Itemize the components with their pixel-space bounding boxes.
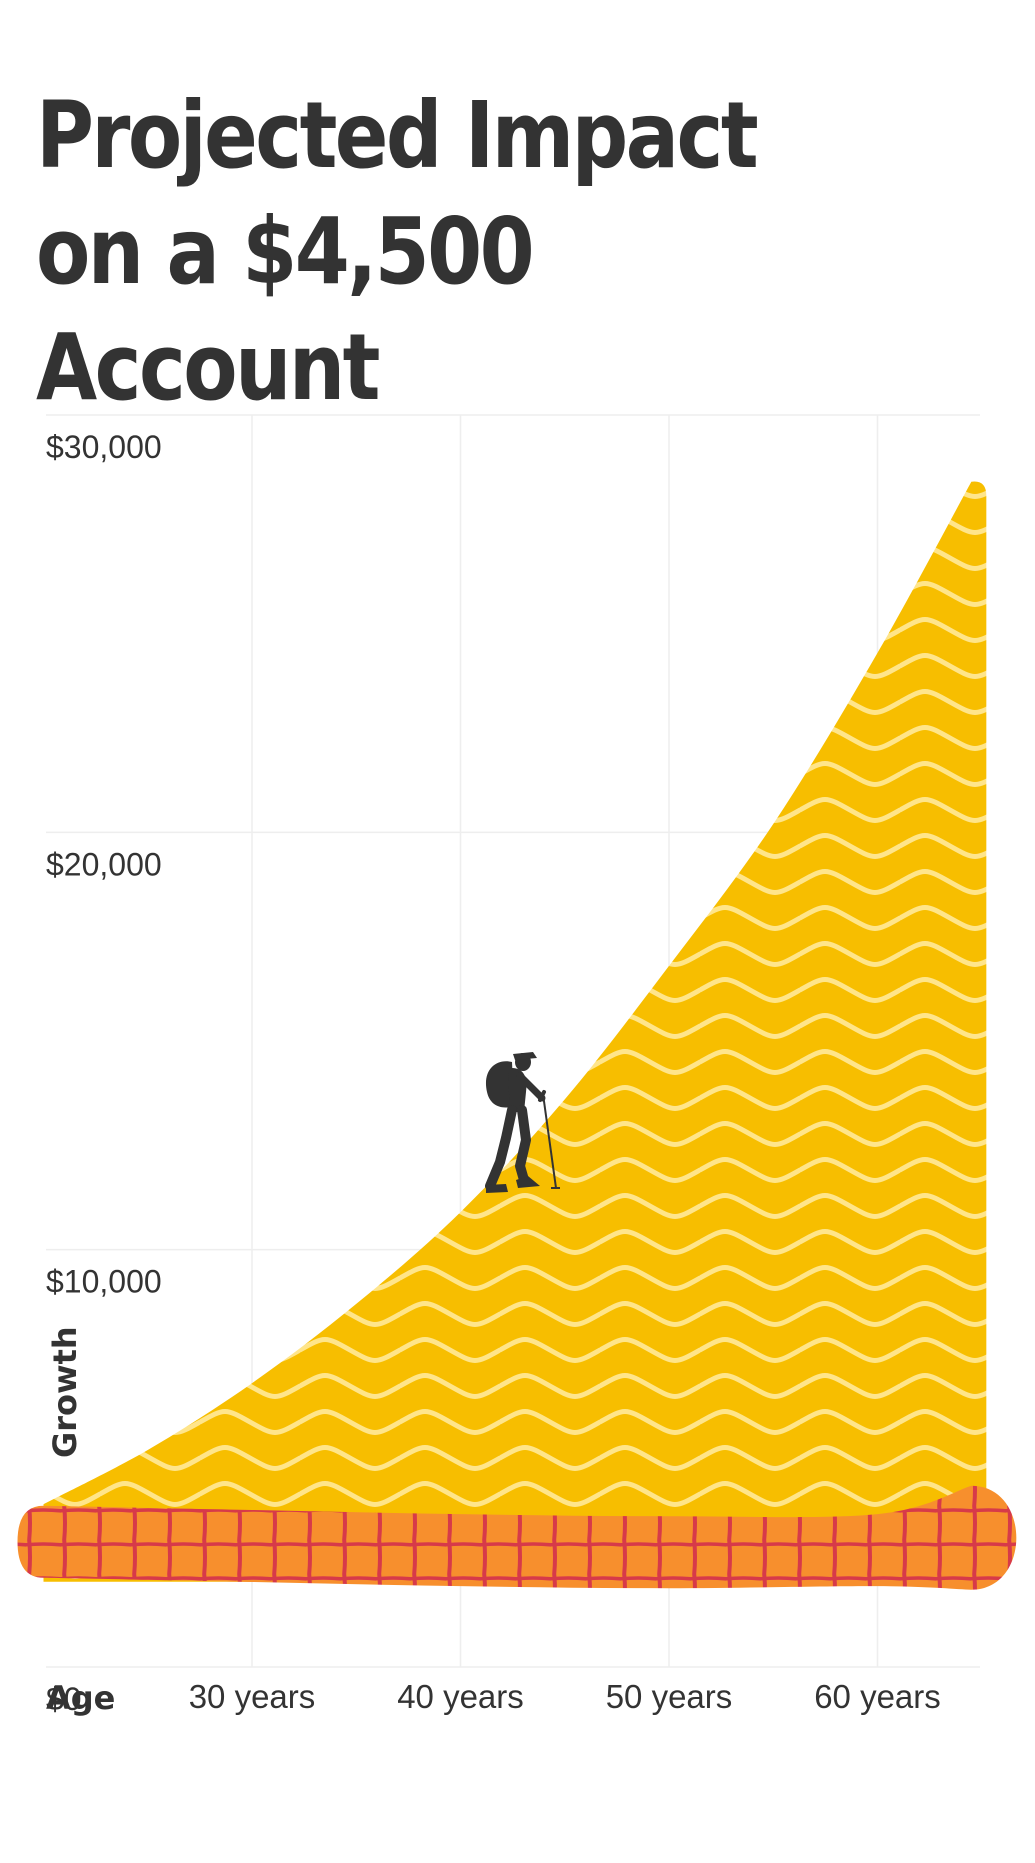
series-principal-band: [17, 1485, 1017, 1590]
area-layer: [17, 481, 1017, 1590]
chart-title-line-1: Projected Impact: [36, 82, 759, 189]
y-tick-label-1: $10,000: [46, 1264, 162, 1300]
x-axis-label: Age: [46, 1679, 115, 1717]
x-tick-label-2: 50 years: [606, 1678, 733, 1715]
y-axis-label: Growth: [46, 1326, 84, 1458]
label-layer: $0 $10,000 $20,000 $30,000 30 years 40 years 5…: [46, 429, 941, 1717]
y-tick-label-3: $30,000: [46, 429, 162, 465]
x-tick-label-3: 60 years: [814, 1678, 941, 1715]
y-tick-label-2: $20,000: [46, 846, 162, 882]
x-tick-label-0: 30 years: [189, 1678, 316, 1715]
series-growth-area: [43, 481, 987, 1582]
chart-title-line-2: on a $4,500 Account: [36, 198, 535, 421]
chart-title: Projected Impact on a $4,500 Account: [36, 78, 862, 426]
y-tick-label-0: $0: [46, 1681, 82, 1717]
x-tick-label-1: 40 years: [397, 1678, 524, 1715]
hiker-silhouette-icon: [485, 1052, 560, 1193]
